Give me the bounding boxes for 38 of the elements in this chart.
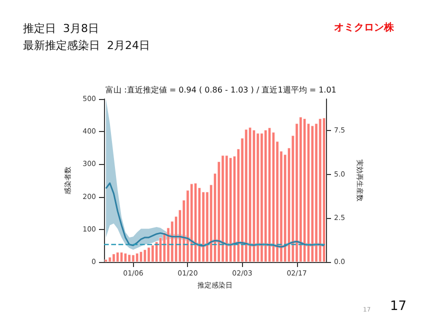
bar xyxy=(260,133,264,262)
bar xyxy=(268,128,271,262)
bar xyxy=(299,116,302,262)
bar xyxy=(229,158,232,262)
bar xyxy=(264,130,268,262)
bar xyxy=(151,245,154,262)
bar xyxy=(108,257,112,262)
text: 17 xyxy=(390,299,407,314)
bar xyxy=(310,126,314,262)
bar xyxy=(132,254,135,262)
line-series xyxy=(105,182,325,248)
bar xyxy=(128,254,131,262)
bar xyxy=(248,127,252,262)
bar xyxy=(202,192,205,262)
bar xyxy=(143,250,146,262)
bar xyxy=(244,129,248,262)
bar xyxy=(190,184,194,262)
bar xyxy=(112,254,116,262)
bar xyxy=(256,133,260,262)
chart-title: 富山 :直近推定値 = 0.94 ( 0.86 - 1.03 ) / 直近1週平均 = 1.01 xyxy=(106,86,336,94)
bar xyxy=(155,242,158,262)
bar xyxy=(318,118,322,262)
bar xyxy=(303,118,306,262)
bar xyxy=(221,155,224,262)
text: オミクロン株 xyxy=(334,22,395,34)
bar xyxy=(120,252,123,262)
text: 最新推定感染日 2月24日 xyxy=(23,39,150,52)
bar xyxy=(140,252,142,262)
bar xyxy=(252,130,256,262)
text: 推定日 3月8日 xyxy=(23,22,99,35)
bar xyxy=(147,247,150,262)
bar xyxy=(104,259,108,262)
bar xyxy=(322,118,326,262)
bar xyxy=(136,253,139,262)
bar xyxy=(194,183,197,262)
bar xyxy=(225,155,228,262)
bar xyxy=(116,252,120,262)
bar xyxy=(124,253,127,262)
